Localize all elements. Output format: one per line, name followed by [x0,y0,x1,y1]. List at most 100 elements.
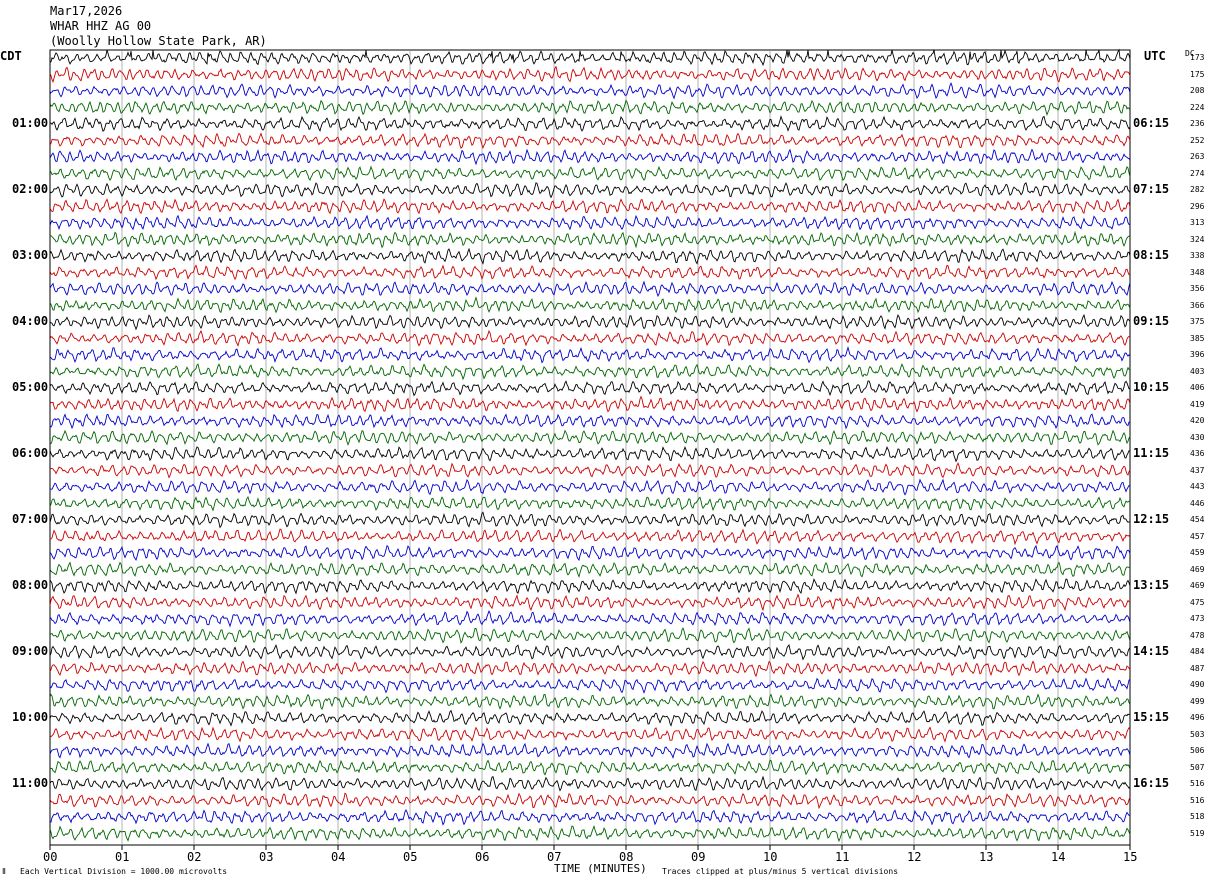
dc-offset-label: 313 [1190,218,1205,227]
seismic-trace [49,413,1131,430]
dc-offset-label: 348 [1190,267,1205,277]
dc-offset-label: 469 [1190,564,1205,574]
dc-offset-label: 356 [1190,284,1205,293]
dc-offset-label: 324 [1190,234,1205,244]
seismic-trace [49,329,1131,348]
seismic-trace [49,48,1131,67]
seismic-trace [49,247,1131,265]
dc-offset-label: 208 [1190,86,1205,95]
dc-offset-label: 282 [1190,185,1205,194]
corner-mark: Ⅱ [2,867,6,876]
dc-offset-label: 296 [1190,201,1205,211]
seismic-trace [49,148,1131,166]
dc-offset-label: 496 [1190,713,1205,722]
x-tick-label: 08 [619,850,634,864]
right-time-label: 11:15 [1133,446,1170,460]
left-time-label: 10:00 [12,710,49,724]
clip-note: Traces clipped at plus/minus 5 vertical … [662,867,899,876]
right-time-label: 15:15 [1133,710,1170,724]
seismic-trace [49,775,1131,792]
seismic-trace [49,593,1131,612]
dc-offset-label: 396 [1190,350,1205,359]
date-label: Mar17,2026 [50,4,123,18]
left-time-label: 01:00 [12,116,49,130]
seismic-trace [49,65,1131,84]
dc-offset-label: 443 [1190,482,1205,491]
x-tick-label: 11 [835,850,850,864]
x-tick-label: 15 [1123,850,1138,864]
left-timezone-label: CDT [0,49,22,63]
dc-offset-label: 519 [1190,828,1205,838]
seismic-trace [49,99,1131,116]
left-time-label: 03:00 [12,248,49,262]
left-time-label: 09:00 [12,644,49,658]
dc-offset-label: 430 [1190,432,1205,442]
dc-offset-label: 518 [1190,812,1205,821]
seismic-trace [50,230,1131,249]
dc-offset-label: 487 [1190,663,1205,673]
seismic-trace [49,429,1131,446]
seismic-trace [49,280,1131,298]
dc-offset-label: 469 [1190,581,1205,590]
seismic-trace [49,82,1131,100]
seismic-trace [49,677,1131,694]
dc-offset-label: 516 [1190,795,1205,805]
left-time-label: 08:00 [12,578,49,592]
x-tick-label: 12 [907,850,922,864]
seismic-trace [49,693,1131,710]
dc-offset-label: 446 [1190,498,1205,508]
right-time-label: 16:15 [1133,776,1170,790]
right-time-label: 10:15 [1133,380,1170,394]
dc-offset-label: 403 [1190,366,1205,376]
seismic-trace [49,345,1131,364]
x-tick-label: 00 [43,850,58,864]
seismic-trace [49,296,1131,314]
seismic-trace [49,198,1131,215]
seismic-trace [49,182,1131,199]
seismic-trace [49,164,1131,182]
right-time-label: 12:15 [1133,512,1170,526]
seismic-trace [49,824,1131,843]
x-tick-label: 06 [475,850,490,864]
seismic-trace [49,496,1131,512]
seismic-trace [49,313,1131,331]
seismic-trace [49,214,1131,231]
x-tick-label: 02 [187,850,202,864]
dc-offset-label: 484 [1190,647,1205,656]
right-time-label: 13:15 [1133,578,1170,592]
x-tick-label: 05 [403,850,418,864]
seismic-trace [49,132,1131,149]
right-time-label: 06:15 [1133,116,1170,130]
station-label: WHAR HHZ AG 00 [50,19,152,33]
dc-offset-label: 419 [1190,399,1205,409]
dc-offset-label: 490 [1190,680,1205,689]
dc-offset-label: 503 [1190,729,1205,739]
dc-offset-label: 274 [1190,168,1205,178]
plot-frame [49,49,1131,846]
dc-offset-label: 173 [1190,53,1205,62]
left-time-label: 02:00 [12,182,49,196]
seismic-trace [49,544,1131,562]
location-label: (Woolly Hollow State Park, AR) [50,34,267,48]
dc-offset-label: 506 [1190,746,1205,755]
right-time-label: 09:15 [1133,314,1170,328]
seismic-trace [49,511,1131,529]
seismic-trace [49,759,1131,776]
seismic-trace [49,445,1131,463]
dc-offset-label: 499 [1190,696,1205,706]
dc-offset-label: 516 [1190,779,1205,788]
seismic-trace [49,462,1131,479]
left-time-label: 11:00 [12,776,49,790]
x-tick-label: 10 [763,850,778,864]
seismic-trace [49,115,1131,133]
x-tick-label: 13 [979,850,994,864]
right-time-label: 14:15 [1133,644,1170,658]
dc-offset-label: 457 [1190,531,1205,541]
seismic-trace [49,627,1131,644]
dc-offset-label: 420 [1190,416,1205,425]
x-tick-label: 03 [259,850,274,864]
right-time-label: 07:15 [1133,182,1170,196]
seismic-trace [49,709,1131,727]
dc-header-label: DC [1185,49,1195,58]
